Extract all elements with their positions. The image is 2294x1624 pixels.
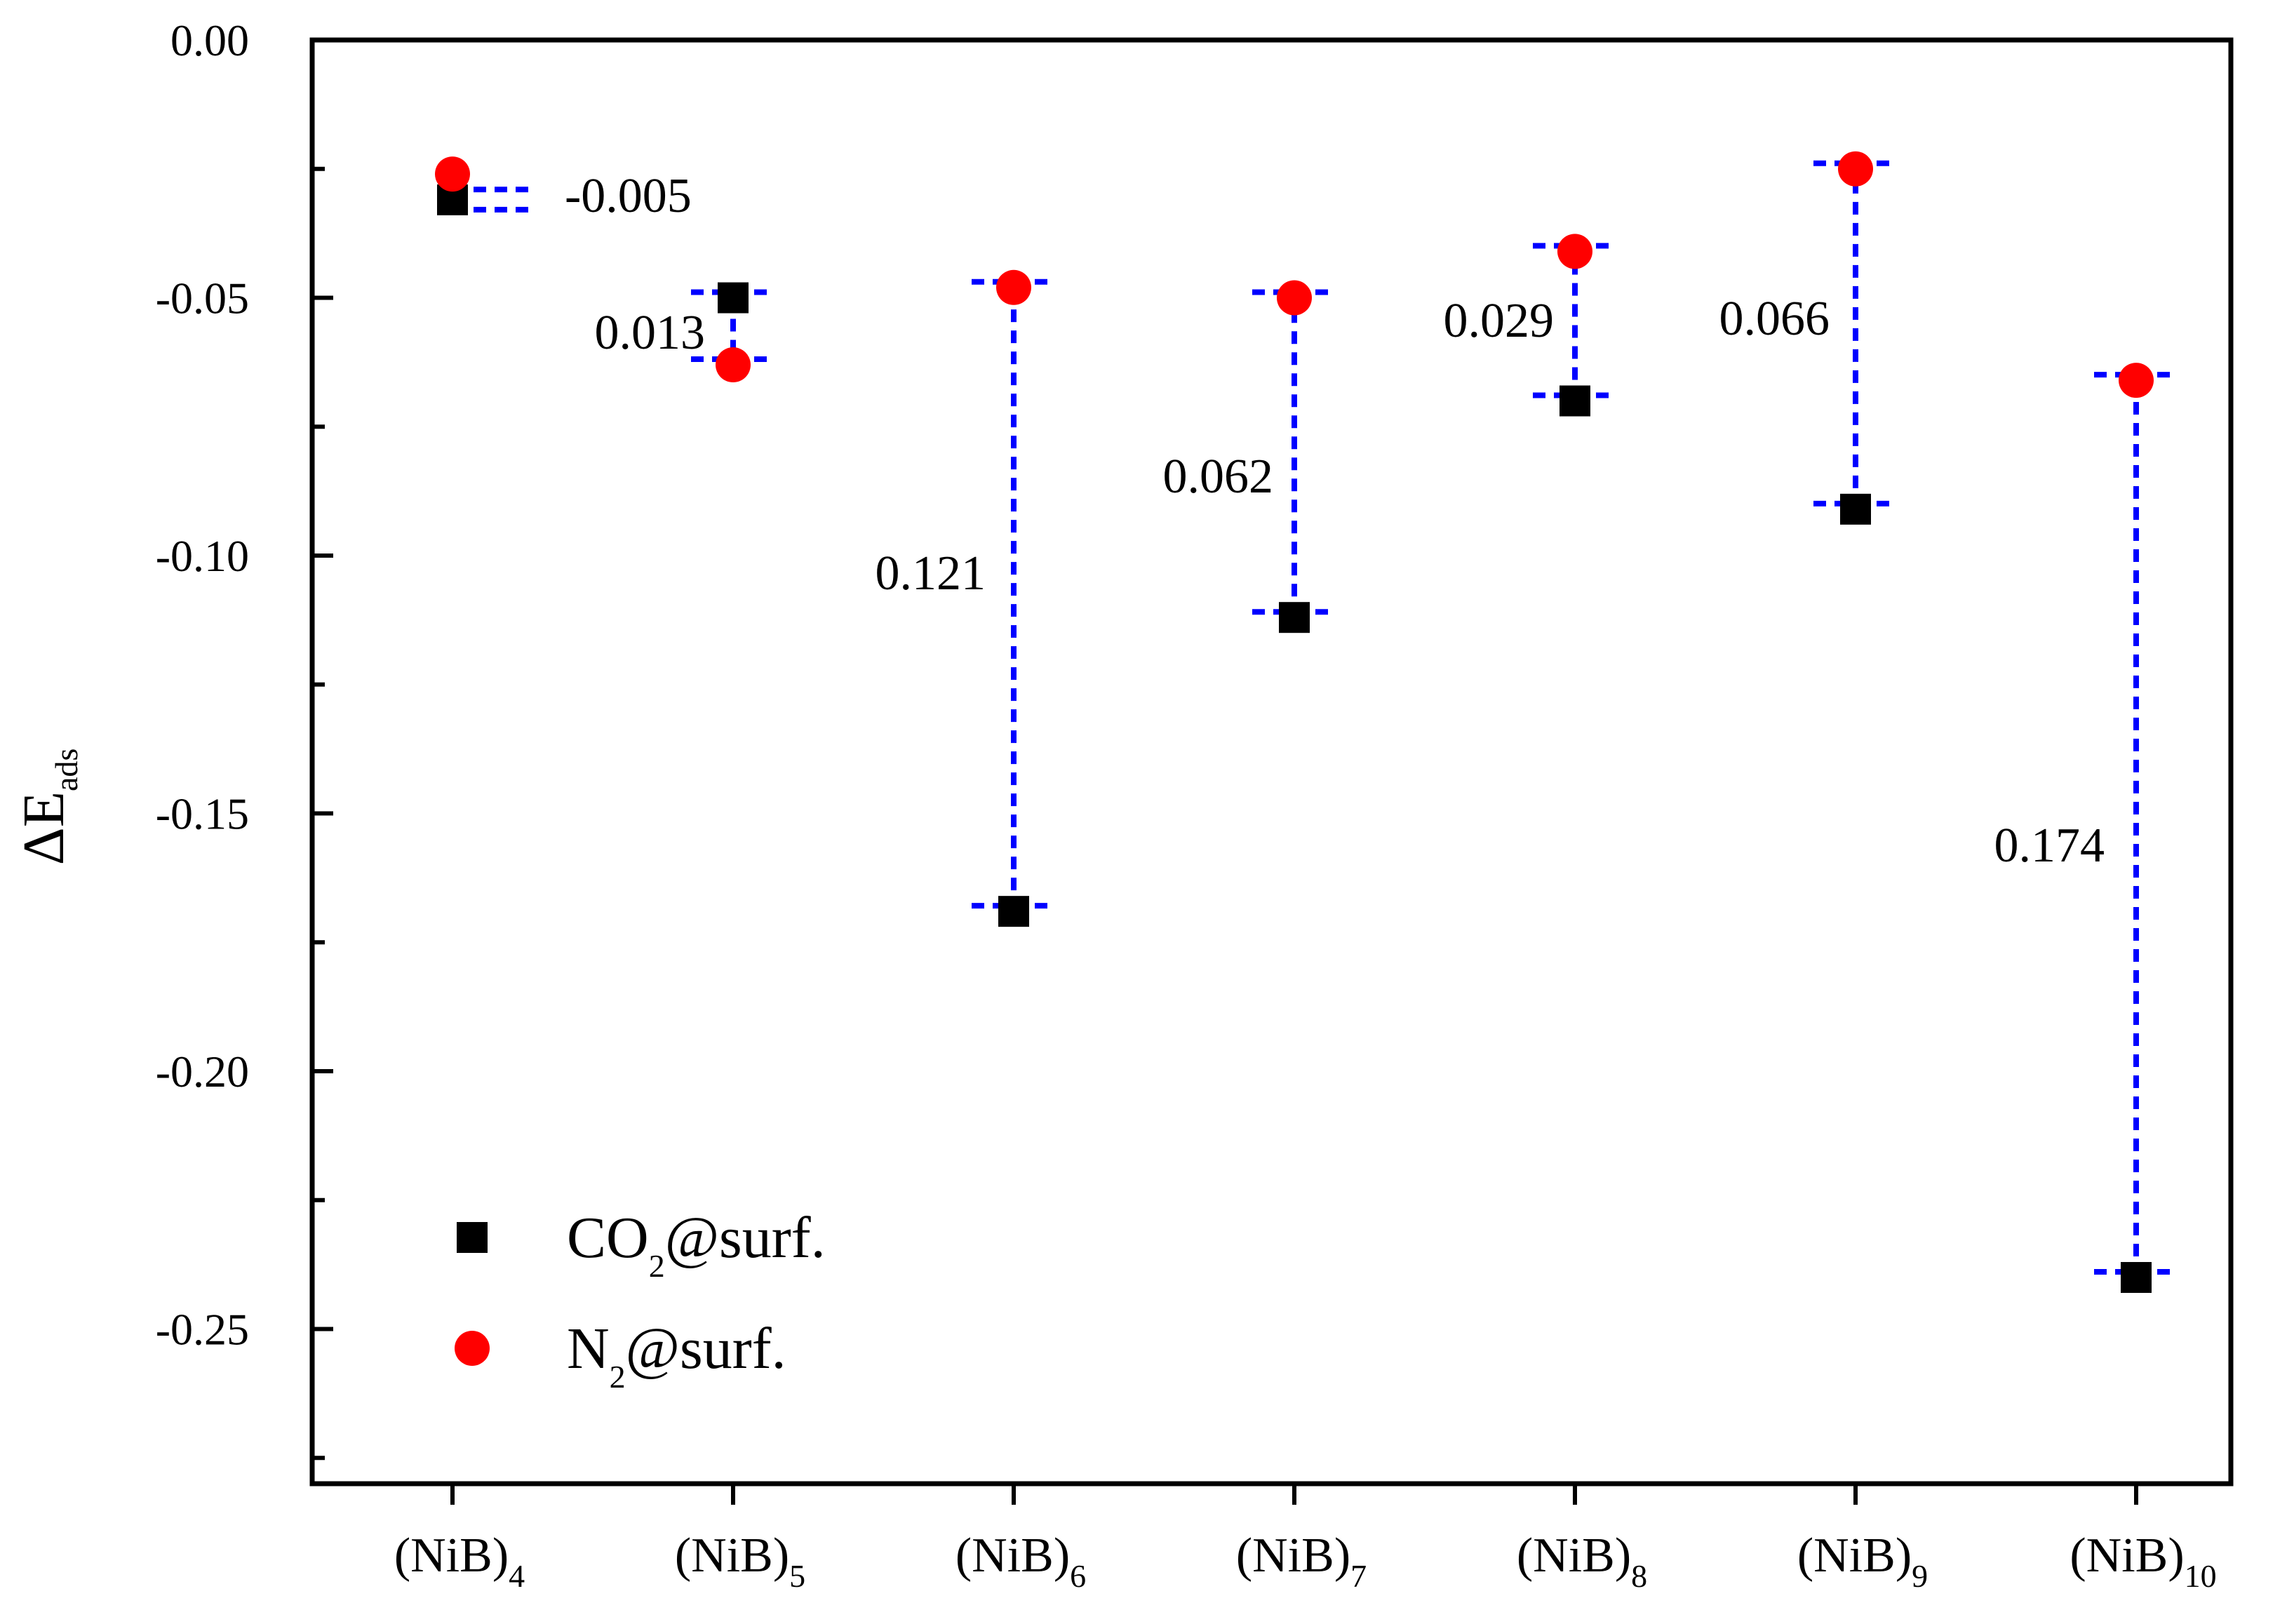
plot-frame xyxy=(309,37,2234,1487)
n2-point xyxy=(716,347,751,383)
difference-label: -0.005 xyxy=(565,169,692,223)
x-tick-label: (NiB)6 xyxy=(955,1529,1086,1594)
y-tick-label: -0.20 xyxy=(156,1047,249,1096)
co2-point xyxy=(718,282,749,314)
co2-point xyxy=(2121,1262,2152,1293)
difference-label: 0.062 xyxy=(1163,450,1274,504)
difference-label: 0.174 xyxy=(1994,819,2105,873)
legend: CO2@surf. N2@surf. xyxy=(455,1205,826,1395)
y-axis: 0.00 -0.05 -0.10 -0.15 -0.20 -0.25 xyxy=(156,15,333,1461)
difference-label: 0.066 xyxy=(1719,292,1830,346)
co2-point xyxy=(1840,493,1871,525)
difference-connectors xyxy=(452,160,2178,1277)
co2-point xyxy=(1279,602,1310,633)
legend-co2-label: CO2@surf. xyxy=(567,1205,826,1284)
n2-point xyxy=(1277,280,1312,316)
x-tick-label: (NiB)8 xyxy=(1517,1529,1647,1594)
x-tick-label: (NiB)7 xyxy=(1236,1529,1367,1594)
x-tick-label: (NiB)10 xyxy=(2070,1529,2216,1594)
y-tick-label: -0.10 xyxy=(156,531,249,581)
legend-n2-label: N2@surf. xyxy=(567,1316,786,1395)
difference-label: 0.121 xyxy=(876,546,986,600)
difference-label: 0.029 xyxy=(1444,294,1555,348)
n2-point xyxy=(996,269,1031,305)
n2-point xyxy=(2119,363,2154,398)
y-tick-label: -0.25 xyxy=(156,1305,249,1355)
x-tick-label: (NiB)9 xyxy=(1797,1529,1928,1594)
x-tick-label: (NiB)5 xyxy=(675,1529,805,1594)
co2-point xyxy=(1559,385,1590,417)
difference-label: 0.013 xyxy=(595,306,706,360)
y-tick-label: -0.15 xyxy=(156,789,249,839)
n2-point xyxy=(435,156,470,192)
x-axis: (NiB)4 (NiB)5 (NiB)6 (NiB)7 (NiB)8 (NiB)9 (NiB… xyxy=(394,1484,2217,1594)
y-tick-label: -0.05 xyxy=(156,274,249,323)
co2-point xyxy=(998,896,1029,927)
difference-labels: -0.005 0.013 0.121 0.062 0.029 0.066 0.174 xyxy=(565,169,2105,873)
n2-point xyxy=(1838,151,1873,187)
n2-point xyxy=(1557,234,1592,269)
legend-n2-marker xyxy=(455,1331,490,1366)
y-axis-title: ΔEads xyxy=(11,749,84,866)
data-markers xyxy=(435,151,2154,1293)
x-tick-label: (NiB)4 xyxy=(394,1529,525,1594)
legend-co2-marker xyxy=(457,1222,488,1253)
y-tick-label: 0.00 xyxy=(170,15,249,65)
